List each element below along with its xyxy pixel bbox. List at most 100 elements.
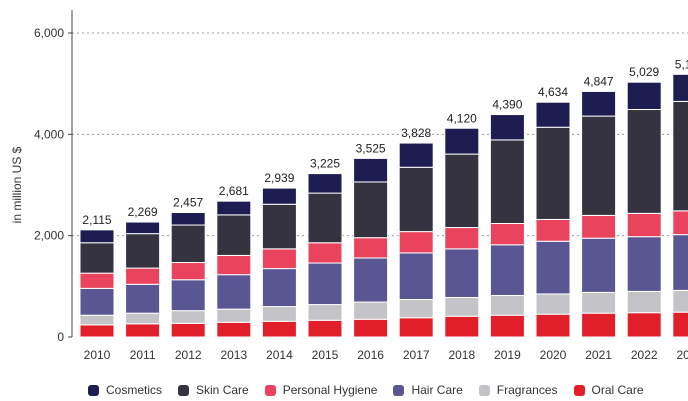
bar-segment-cosmetics <box>79 229 115 244</box>
legend-swatch <box>478 384 490 396</box>
legend-item-oral-care: Oral Care <box>573 383 644 397</box>
bar-segment-personal-hygiene <box>79 272 115 289</box>
bar-segment-hair-care <box>170 279 206 312</box>
bars <box>79 73 688 338</box>
x-tick-label: 2020 <box>540 348 567 362</box>
bar-segment-oral-care <box>489 314 525 338</box>
legend-label: Personal Hygiene <box>282 383 378 397</box>
bar-segment-oral-care <box>261 320 297 338</box>
legend-swatch <box>573 384 585 396</box>
legend-label: Hair Care <box>411 383 463 397</box>
bar-segment-cosmetics <box>261 187 297 205</box>
bar-segment-fragrances <box>79 314 115 326</box>
bar-segment-cosmetics <box>444 127 480 155</box>
bar-total-label: 3,828 <box>401 126 431 140</box>
bar-total-label: 4,634 <box>538 85 568 99</box>
bar-segment-hair-care <box>261 268 297 308</box>
bar-segment-personal-hygiene <box>444 227 480 250</box>
legend-item-cosmetics: Cosmetics <box>88 383 162 397</box>
x-tick-label: 2010 <box>84 348 111 362</box>
bar-segment-personal-hygiene <box>216 254 252 276</box>
bar-segment-oral-care <box>626 312 662 338</box>
bar-segment-oral-care <box>125 323 161 338</box>
bar-segment-cosmetics <box>170 212 206 226</box>
legend-item-personal-hygiene: Personal Hygiene <box>264 383 378 397</box>
bar-total-label: 2,681 <box>219 184 249 198</box>
legend-swatch <box>178 384 190 396</box>
bar-segment-skin-care <box>444 153 480 229</box>
bar-segment-fragrances <box>672 289 688 313</box>
bar-segment-oral-care <box>170 322 206 338</box>
bar-segment-skin-care <box>307 192 343 244</box>
bar-segment-fragrances <box>125 312 161 325</box>
legend-label: Skin Care <box>196 383 249 397</box>
x-tick-label: 2016 <box>357 348 384 362</box>
bar-total-label: 2,269 <box>128 205 158 219</box>
bar-segment-oral-care <box>79 324 115 338</box>
y-tick-label: 0 <box>57 330 64 344</box>
bar-segment-skin-care <box>672 100 688 212</box>
bar-segment-personal-hygiene <box>581 214 617 239</box>
bar-segment-personal-hygiene <box>535 218 571 242</box>
bar-segment-oral-care <box>535 313 571 338</box>
bar-segment-fragrances <box>489 294 525 316</box>
bar-segment-skin-care <box>581 115 617 216</box>
legend-item-fragrances: Fragrances <box>478 383 558 397</box>
legend-swatch <box>393 384 405 396</box>
x-tick-label: 2014 <box>266 348 293 362</box>
bar-segment-oral-care <box>398 317 434 338</box>
bar-segment-fragrances <box>261 306 297 322</box>
bar-segment-skin-care <box>79 242 115 274</box>
total-labels: 2,115 2,269 2,457 2,681 2,939 3,225 3,525 3,828… <box>82 57 688 226</box>
bar-segment-cosmetics <box>216 200 252 216</box>
bar-total-label: 3,525 <box>356 141 386 155</box>
bar-segment-hair-care <box>444 248 480 298</box>
bar-segment-hair-care <box>125 283 161 314</box>
bar-segment-hair-care <box>216 274 252 310</box>
bar-segment-fragrances <box>535 293 571 315</box>
bar-segment-fragrances <box>581 291 617 314</box>
bar-total-label: 2,115 <box>82 213 111 227</box>
bar-segment-fragrances <box>216 308 252 323</box>
bar-segment-cosmetics <box>581 90 617 117</box>
bar-segment-hair-care <box>79 287 115 316</box>
legend-item-hair-care: Hair Care <box>393 383 463 397</box>
bar-segment-fragrances <box>353 301 389 320</box>
bar-segment-cosmetics <box>398 142 434 168</box>
x-tick-label: 2021 <box>585 348 612 362</box>
bar-segment-hair-care <box>353 257 389 303</box>
bar-segment-hair-care <box>489 244 525 296</box>
bar-segment-personal-hygiene <box>261 248 297 270</box>
x-tick-label: 2012 <box>175 348 202 362</box>
bar-segment-personal-hygiene <box>170 262 206 281</box>
y-tick-label: 6,000 <box>34 26 64 40</box>
bar-segment-personal-hygiene <box>626 212 662 238</box>
bar-segment-fragrances <box>398 299 434 319</box>
bar-segment-cosmetics <box>672 73 688 102</box>
legend-label: Oral Care <box>591 383 644 397</box>
bar-total-label: 4,847 <box>584 74 614 88</box>
x-tick-labels: 2010 2011 2012 2013 2014 2015 2016 2017 2018 2019… <box>84 348 688 362</box>
bar-segment-personal-hygiene <box>125 267 161 285</box>
bar-segment-hair-care <box>672 234 688 291</box>
bar-total-label: 2,939 <box>264 171 294 185</box>
bar-total-label: 4,120 <box>447 111 477 125</box>
bar-segment-fragrances <box>626 290 662 314</box>
bar-total-label: 2,457 <box>173 196 203 210</box>
x-tick-label: 2018 <box>448 348 475 362</box>
x-tick-label: 2011 <box>130 348 156 362</box>
bar-segment-personal-hygiene <box>672 210 688 236</box>
bar-total-label: 3,225 <box>310 157 340 171</box>
bar-segment-fragrances <box>307 304 343 321</box>
bar-segment-personal-hygiene <box>353 237 389 259</box>
x-tick-label: 2023 <box>676 348 688 362</box>
y-axis-title: in million US $ <box>10 146 24 223</box>
bar-segment-oral-care <box>444 315 480 338</box>
x-tick-label: 2013 <box>220 348 247 362</box>
bar-total-label: 5,029 <box>629 65 659 79</box>
y-tick-label: 2,000 <box>34 229 64 243</box>
bar-segment-skin-care <box>216 214 252 256</box>
bar-segment-oral-care <box>307 319 343 338</box>
legend-label: Cosmetics <box>106 383 163 397</box>
